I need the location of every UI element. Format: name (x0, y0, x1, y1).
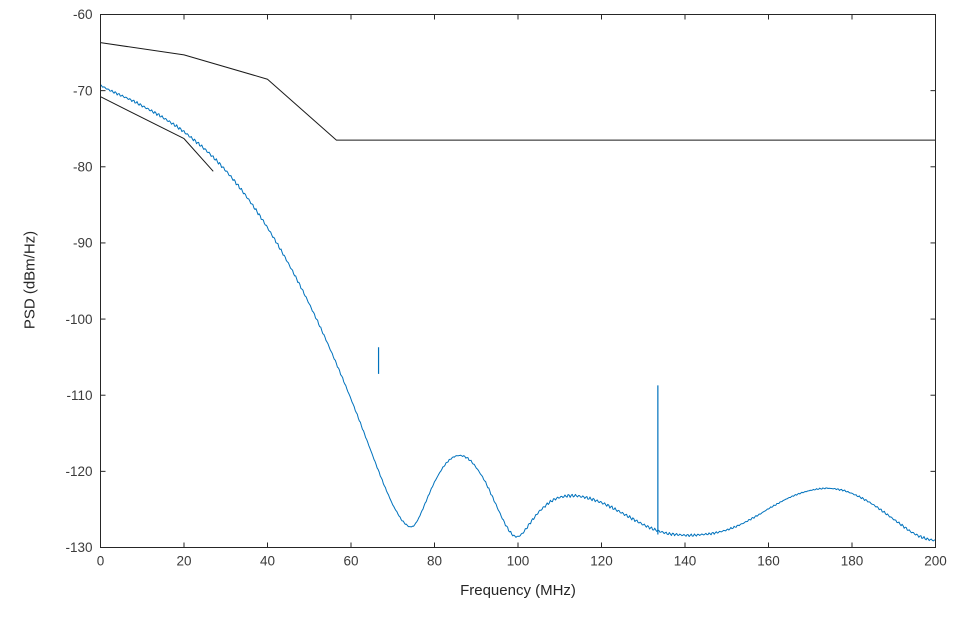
x-axis-label: Frequency (MHz) (460, 582, 576, 599)
x-tick-label: 40 (260, 554, 275, 569)
y-tick-label: -100 (65, 312, 92, 327)
measured-psd-line (100, 84, 936, 542)
x-tick-label: 60 (343, 554, 358, 569)
mask-upper-line (100, 42, 936, 141)
x-tick-label: 200 (924, 554, 947, 569)
x-tick-label: 160 (757, 554, 780, 569)
x-tick-label: 120 (590, 554, 613, 569)
plot-border (100, 14, 936, 548)
y-tick-label: -120 (65, 464, 92, 479)
x-tick-label: 0 (97, 554, 105, 569)
x-tick-label: 180 (841, 554, 864, 569)
y-axis-label: PSD (dBm/Hz) (21, 230, 39, 330)
x-tick-label: 20 (176, 554, 191, 569)
x-tick-label: 100 (507, 554, 530, 569)
y-tick-label: -80 (73, 159, 93, 174)
x-tick-label: 80 (427, 554, 442, 569)
y-tick-label: -90 (73, 236, 93, 251)
y-tick-label: -70 (73, 83, 93, 98)
y-tick-label: -130 (65, 540, 92, 555)
y-tick-label: -60 (73, 7, 93, 22)
x-tick-label: 140 (674, 554, 697, 569)
y-tick-label: -110 (66, 388, 92, 403)
mask-lower-line (100, 96, 214, 172)
